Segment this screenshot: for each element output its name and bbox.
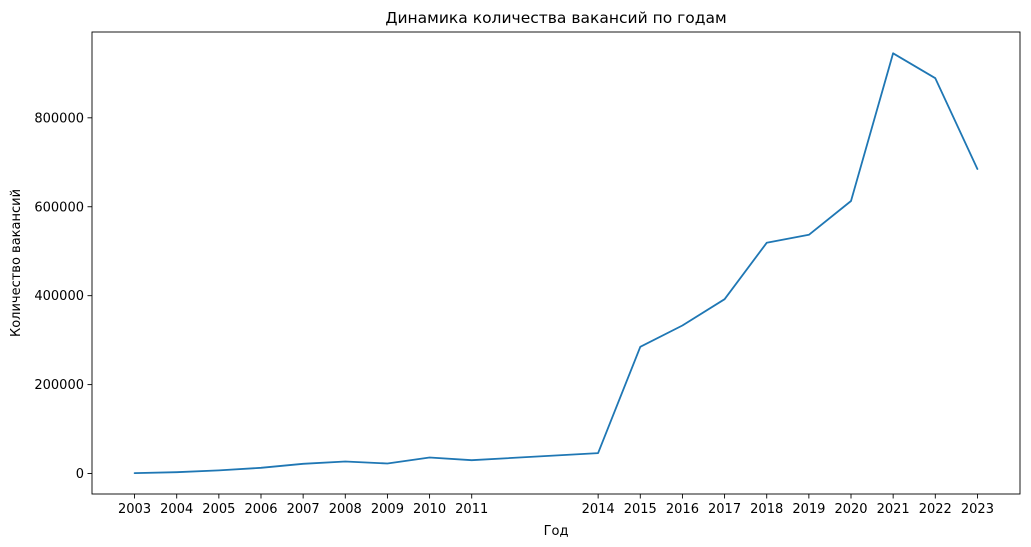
x-tick-label: 2023 (961, 502, 994, 517)
chart-title: Динамика количества вакансий по годам (385, 9, 726, 27)
x-tick-label: 2003 (118, 502, 151, 517)
x-tick-label: 2007 (287, 502, 320, 517)
series-layer (133, 52, 979, 475)
x-tick-label: 2010 (413, 502, 446, 517)
series-line (133, 52, 979, 475)
plot-frame (91, 31, 1021, 495)
plot-border (91, 31, 1021, 495)
y-tick-label: 0 (76, 467, 84, 482)
x-tick-label: 2016 (666, 502, 699, 517)
x-tick-label: 2017 (708, 502, 741, 517)
x-tick-label: 2022 (919, 502, 952, 517)
y-axis-label: Количество вакансий (9, 189, 24, 337)
x-tick-label: 2015 (624, 502, 657, 517)
x-tick-label: 2005 (202, 502, 235, 517)
x-tick-label: 2011 (455, 502, 488, 517)
y-tick-label: 200000 (34, 378, 84, 393)
x-tick-label: 2014 (582, 502, 615, 517)
y-axis: 0 200000 400000 600000 800000 (34, 111, 92, 482)
x-tick-label: 2021 (877, 502, 910, 517)
y-tick-label: 800000 (34, 111, 84, 126)
x-tick-label: 2009 (371, 502, 404, 517)
y-tick-label: 600000 (34, 200, 84, 215)
x-tick-label: 2008 (329, 502, 362, 517)
x-tick-label: 2006 (244, 502, 277, 517)
y-tick-label: 400000 (34, 289, 84, 304)
x-axis: 2003 2004 2005 2006 2007 2008 2009 2010 2011 2014… (118, 494, 994, 517)
x-tick-label: 2020 (834, 502, 867, 517)
x-tick-label: 2019 (792, 502, 825, 517)
x-tick-label: 2018 (750, 502, 783, 517)
x-tick-label: 2004 (160, 502, 193, 517)
x-axis-label: Год (544, 524, 569, 539)
